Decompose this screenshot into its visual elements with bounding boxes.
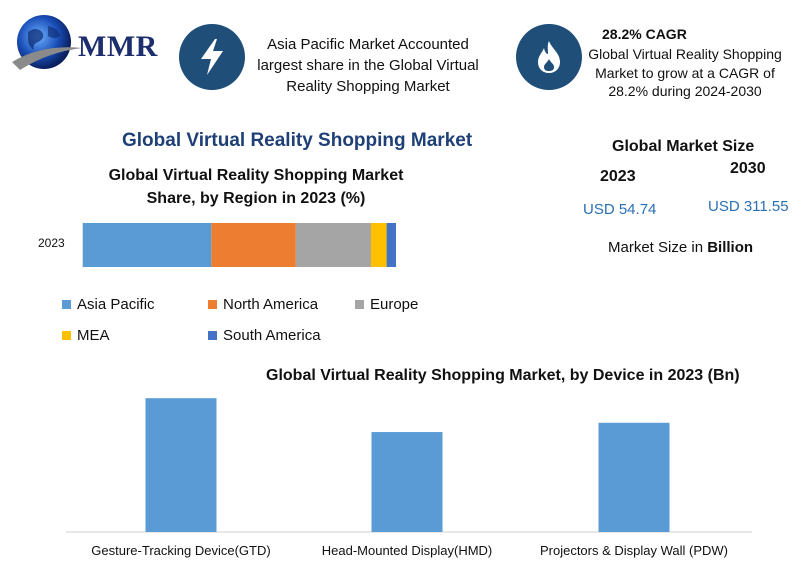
cagr-title: 28.2% CAGR bbox=[602, 26, 687, 42]
region-bar-segment-north-america bbox=[211, 223, 296, 267]
device-chart-title: Global Virtual Reality Shopping Market, … bbox=[266, 367, 740, 384]
main-title: Global Virtual Reality Shopping Market bbox=[122, 130, 473, 151]
lightning-icon bbox=[179, 24, 245, 90]
market-size-value-start: USD 54.74 bbox=[583, 201, 657, 218]
legend-item-north-america: North America bbox=[208, 296, 318, 313]
legend-label: North America bbox=[223, 296, 319, 313]
market-size-year-start: 2023 bbox=[600, 168, 636, 185]
mmr-logo: MMR bbox=[6, 12, 166, 84]
device-category-label: Head-Mounted Display(HMD) bbox=[321, 543, 493, 558]
region-chart-category-label: 2023 bbox=[38, 236, 65, 250]
logo-text: MMR bbox=[78, 30, 158, 63]
device-category-label: Gesture-Tracking Device(GTD) bbox=[91, 543, 271, 558]
market-size-value-end: USD 311.55 bbox=[708, 198, 789, 215]
legend-label: MEA bbox=[77, 327, 110, 344]
legend-label: Europe bbox=[370, 296, 419, 313]
device-bar-3 bbox=[598, 422, 670, 532]
device-bar-chart bbox=[66, 398, 752, 533]
device-bar-2 bbox=[371, 432, 443, 532]
legend-item-europe: Europe bbox=[355, 296, 418, 313]
legend-item-mea: MEA bbox=[62, 327, 110, 344]
legend-swatch bbox=[208, 331, 217, 340]
region-bar-segment-asia-pacific bbox=[83, 223, 212, 267]
legend-swatch bbox=[62, 300, 71, 309]
market-size-title: Global Market Size bbox=[612, 138, 755, 155]
market-size-unit-text: Market Size in bbox=[608, 239, 708, 256]
market-size-unit: Market Size in Billion bbox=[608, 239, 753, 256]
legend-label: South America bbox=[223, 327, 321, 344]
region-bar-segment-south-america bbox=[386, 223, 396, 267]
legend-swatch bbox=[62, 331, 71, 340]
market-size-unit-bold: Billion bbox=[707, 239, 754, 256]
legend-item-asia-pacific: Asia Pacific bbox=[62, 296, 155, 313]
region-stacked-bar-chart bbox=[82, 222, 396, 268]
legend-swatch bbox=[208, 300, 217, 309]
highlight-text: Asia Pacific Market Accounted largest sh… bbox=[257, 36, 479, 95]
flame-icon bbox=[516, 24, 582, 90]
region-bar-segment-mea bbox=[370, 223, 387, 267]
market-size-year-end: 2030 bbox=[730, 160, 766, 177]
globe-icon bbox=[12, 15, 82, 70]
legend-label: Asia Pacific bbox=[77, 296, 155, 313]
device-bar-1 bbox=[145, 398, 217, 532]
legend-item-south-america: South America bbox=[208, 327, 321, 344]
legend-swatch bbox=[355, 300, 364, 309]
cagr-text: Global Virtual Reality Shopping Market t… bbox=[588, 46, 782, 99]
region-bar-segment-europe bbox=[295, 223, 371, 267]
region-chart-title: Global Virtual Reality Shopping Market S… bbox=[108, 167, 404, 207]
device-category-label: Projectors & Display Wall (PDW) bbox=[539, 543, 729, 558]
